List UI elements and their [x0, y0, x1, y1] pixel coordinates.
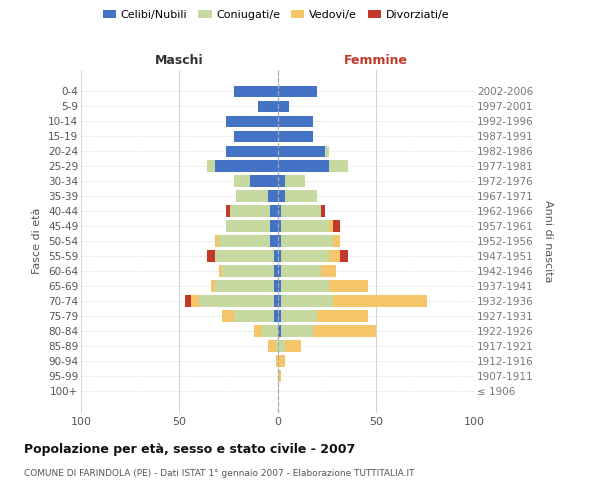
Bar — [185, 296, 191, 307]
Bar — [274, 310, 277, 322]
Bar — [269, 206, 277, 217]
Bar — [277, 190, 286, 202]
Bar — [281, 266, 321, 277]
Bar — [191, 296, 199, 307]
Bar — [258, 100, 277, 112]
Bar — [277, 370, 281, 382]
Bar — [277, 116, 313, 127]
Bar — [329, 250, 340, 262]
Bar — [234, 310, 274, 322]
Text: COMUNE DI FARINDOLA (PE) - Dati ISTAT 1° gennaio 2007 - Elaborazione TUTTITALIA.: COMUNE DI FARINDOLA (PE) - Dati ISTAT 1°… — [24, 469, 415, 478]
Bar — [226, 220, 269, 232]
Bar — [277, 206, 281, 217]
Bar — [281, 250, 329, 262]
Bar — [230, 206, 269, 217]
Bar — [211, 280, 215, 292]
Bar — [218, 236, 269, 247]
Bar — [277, 220, 281, 232]
Bar — [215, 236, 218, 247]
Y-axis label: Fasce di età: Fasce di età — [32, 208, 43, 274]
Bar — [274, 250, 277, 262]
Bar — [332, 220, 340, 232]
Bar — [234, 86, 277, 98]
Bar — [262, 326, 277, 337]
Bar — [277, 280, 281, 292]
Bar — [275, 340, 277, 352]
Bar — [269, 236, 277, 247]
Bar — [277, 146, 325, 157]
Bar — [199, 296, 274, 307]
Bar — [329, 220, 332, 232]
Bar — [254, 326, 262, 337]
Bar — [281, 206, 321, 217]
Bar — [277, 310, 281, 322]
Bar — [329, 280, 368, 292]
Bar — [329, 160, 348, 172]
Bar — [268, 340, 275, 352]
Bar — [215, 160, 277, 172]
Bar — [321, 206, 325, 217]
Bar — [277, 100, 289, 112]
Bar — [274, 266, 277, 277]
Bar — [234, 176, 250, 187]
Legend: Celibi/Nubili, Coniugati/e, Vedovi/e, Divorziati/e: Celibi/Nubili, Coniugati/e, Vedovi/e, Di… — [98, 6, 454, 25]
Bar — [281, 296, 332, 307]
Bar — [277, 160, 329, 172]
Bar — [277, 236, 281, 247]
Text: Femmine: Femmine — [344, 54, 408, 68]
Bar — [332, 296, 427, 307]
Text: Popolazione per età, sesso e stato civile - 2007: Popolazione per età, sesso e stato civil… — [24, 442, 355, 456]
Bar — [340, 250, 348, 262]
Bar — [226, 116, 277, 127]
Bar — [274, 296, 277, 307]
Bar — [234, 130, 277, 142]
Bar — [277, 266, 281, 277]
Bar — [286, 176, 305, 187]
Text: Maschi: Maschi — [155, 54, 203, 68]
Bar — [286, 340, 301, 352]
Y-axis label: Anni di nascita: Anni di nascita — [543, 200, 553, 282]
Bar — [277, 130, 313, 142]
Bar — [277, 296, 281, 307]
Bar — [277, 250, 281, 262]
Bar — [274, 280, 277, 292]
Bar — [268, 190, 277, 202]
Bar — [281, 220, 329, 232]
Bar — [317, 310, 368, 322]
Bar — [226, 146, 277, 157]
Bar — [236, 190, 268, 202]
Bar — [215, 280, 274, 292]
Bar — [250, 176, 277, 187]
Bar — [286, 190, 317, 202]
Bar — [277, 356, 286, 367]
Bar — [207, 250, 215, 262]
Bar — [281, 310, 317, 322]
Bar — [277, 326, 281, 337]
Bar — [281, 280, 329, 292]
Bar — [313, 326, 376, 337]
Bar — [275, 356, 277, 367]
Bar — [215, 250, 274, 262]
Bar — [281, 326, 313, 337]
Bar — [223, 266, 274, 277]
Bar — [269, 220, 277, 232]
Bar — [223, 310, 234, 322]
Bar — [277, 340, 286, 352]
Bar — [325, 146, 329, 157]
Bar — [332, 236, 340, 247]
Bar — [207, 160, 215, 172]
Bar — [277, 86, 317, 98]
Bar — [321, 266, 337, 277]
Bar — [281, 236, 332, 247]
Bar — [218, 266, 223, 277]
Bar — [226, 206, 230, 217]
Bar — [277, 176, 286, 187]
